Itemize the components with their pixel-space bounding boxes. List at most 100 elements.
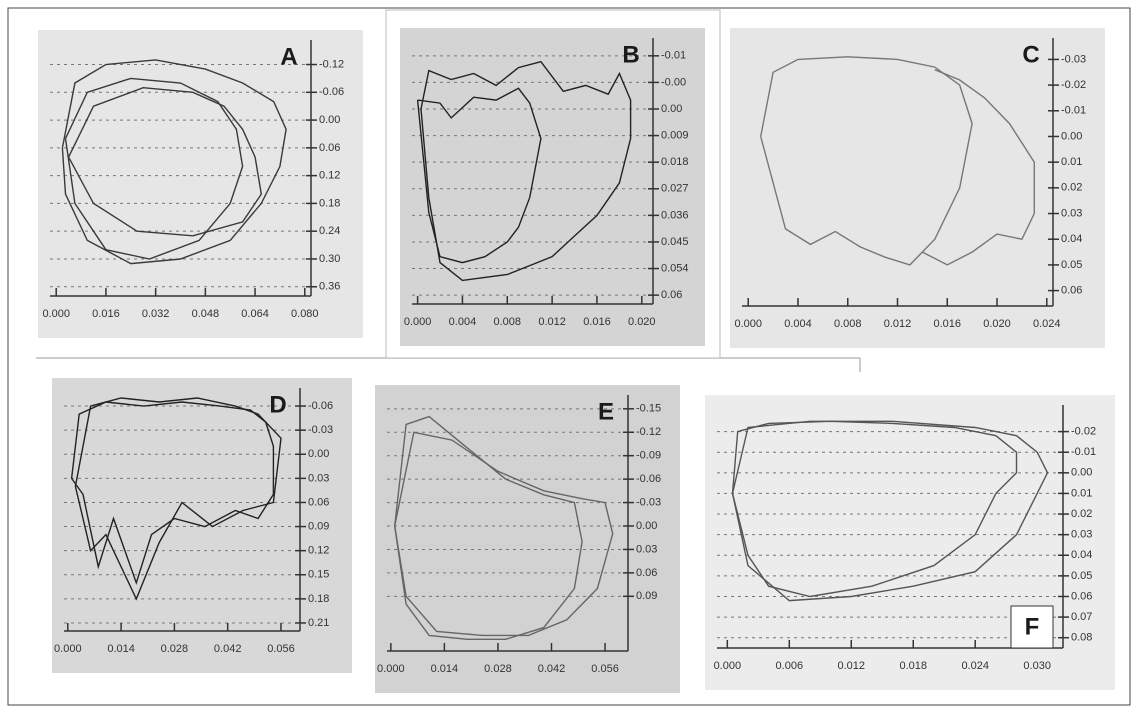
y-tick-label: 0.01 bbox=[1061, 156, 1082, 168]
series-line bbox=[922, 69, 1035, 266]
y-tick-label: -0.02 bbox=[1071, 426, 1096, 438]
series-line bbox=[61, 59, 287, 265]
y-tick-label: 0.01 bbox=[1071, 487, 1092, 499]
x-tick-label: 0.042 bbox=[214, 643, 242, 655]
series-line bbox=[64, 77, 244, 260]
y-tick-label: 0.02 bbox=[1071, 508, 1092, 520]
y-tick-label: 0.09 bbox=[308, 520, 329, 532]
label-box bbox=[1010, 605, 1054, 649]
y-tick-label: 0.00 bbox=[661, 103, 682, 115]
panel-label: E bbox=[598, 398, 614, 425]
x-tick-label: 0.042 bbox=[538, 663, 566, 675]
y-tick-label: 0.12 bbox=[319, 170, 340, 182]
y-tick-label: 0.12 bbox=[308, 545, 329, 557]
x-tick-label: 0.024 bbox=[1033, 318, 1061, 330]
series-line bbox=[731, 420, 1049, 602]
y-tick-label: 0.045 bbox=[661, 236, 689, 248]
y-tick-label: -0.12 bbox=[636, 426, 661, 438]
y-tick-label: 0.03 bbox=[308, 472, 329, 484]
x-tick-label: 0.000 bbox=[734, 318, 762, 330]
y-tick-label: -0.06 bbox=[636, 473, 661, 485]
y-tick-label: -0.15 bbox=[636, 403, 661, 415]
y-tick-label: 0.04 bbox=[1071, 549, 1092, 561]
y-tick-label: 0.04 bbox=[1061, 233, 1082, 245]
y-tick-label: 0.21 bbox=[308, 617, 329, 629]
panel-label: A bbox=[280, 43, 297, 70]
x-tick-label: 0.020 bbox=[983, 318, 1011, 330]
y-tick-label: 0.15 bbox=[308, 569, 329, 581]
y-tick-label: -0.06 bbox=[308, 400, 333, 412]
y-tick-label: 0.00 bbox=[308, 448, 329, 460]
y-tick-label: -0.03 bbox=[308, 424, 333, 436]
panel-label: C bbox=[1022, 41, 1039, 68]
y-tick-label: 0.06 bbox=[319, 142, 340, 154]
x-tick-label: 0.014 bbox=[431, 663, 459, 675]
series-line bbox=[70, 401, 275, 586]
x-tick-label: 0.008 bbox=[834, 318, 862, 330]
x-tick-label: 0.024 bbox=[961, 660, 989, 672]
y-tick-label: 0.06 bbox=[636, 567, 657, 579]
y-tick-label: 0.08 bbox=[1071, 632, 1092, 644]
series-line bbox=[394, 431, 614, 637]
y-tick-label: -0.09 bbox=[636, 450, 661, 462]
y-tick-label: 0.18 bbox=[308, 593, 329, 605]
y-tick-label: 0.054 bbox=[661, 262, 689, 274]
x-tick-label: 0.064 bbox=[241, 308, 269, 320]
x-tick-label: 0.080 bbox=[291, 308, 319, 320]
series-line bbox=[416, 87, 542, 264]
y-tick-label: 0.036 bbox=[661, 209, 689, 221]
x-tick-label: 0.016 bbox=[92, 308, 120, 320]
series-line bbox=[74, 397, 282, 601]
y-tick-label: -0.00 bbox=[661, 76, 686, 88]
x-tick-label: 0.056 bbox=[591, 663, 619, 675]
x-tick-label: 0.048 bbox=[192, 308, 220, 320]
x-tick-label: 0.004 bbox=[449, 316, 477, 328]
y-tick-label: -0.03 bbox=[636, 496, 661, 508]
y-tick-label: 0.018 bbox=[661, 156, 689, 168]
y-tick-label: 0.027 bbox=[661, 183, 689, 195]
y-tick-label: 0.03 bbox=[1061, 207, 1082, 219]
y-tick-label: -0.06 bbox=[319, 86, 344, 98]
x-tick-label: 0.016 bbox=[933, 318, 961, 330]
figure-border bbox=[7, 7, 1131, 706]
x-tick-label: 0.008 bbox=[494, 316, 522, 328]
y-tick-label: -0.02 bbox=[1061, 79, 1086, 91]
x-tick-label: 0.004 bbox=[784, 318, 812, 330]
x-tick-label: 0.000 bbox=[714, 660, 742, 672]
series-line bbox=[67, 86, 263, 237]
x-tick-label: 0.018 bbox=[899, 660, 927, 672]
series-line bbox=[420, 60, 632, 282]
x-tick-label: 0.006 bbox=[776, 660, 804, 672]
x-tick-label: 0.000 bbox=[54, 643, 82, 655]
y-tick-label: -0.01 bbox=[661, 50, 686, 62]
y-tick-label: 0.00 bbox=[1061, 130, 1082, 142]
x-tick-label: 0.028 bbox=[161, 643, 189, 655]
y-tick-label: 0.05 bbox=[1061, 259, 1082, 271]
y-tick-label: 0.00 bbox=[636, 520, 657, 532]
x-tick-label: 0.028 bbox=[484, 663, 512, 675]
y-tick-label: 0.02 bbox=[1061, 182, 1082, 194]
series-line bbox=[760, 56, 973, 266]
panel-label: F bbox=[1025, 613, 1040, 640]
panel-background bbox=[400, 28, 705, 346]
x-tick-label: 0.000 bbox=[42, 308, 70, 320]
y-tick-label: 0.24 bbox=[319, 225, 340, 237]
x-tick-label: 0.056 bbox=[267, 643, 295, 655]
y-tick-label: 0.06 bbox=[661, 289, 682, 301]
y-tick-label: 0.00 bbox=[319, 114, 340, 126]
y-tick-label: 0.03 bbox=[1071, 529, 1092, 541]
y-tick-label: 0.09 bbox=[636, 590, 657, 602]
panel-background bbox=[375, 385, 680, 693]
y-tick-label: 0.03 bbox=[636, 543, 657, 555]
y-tick-label: 0.00 bbox=[1071, 467, 1092, 479]
y-tick-label: 0.06 bbox=[308, 496, 329, 508]
y-tick-label: 0.30 bbox=[319, 253, 340, 265]
x-tick-label: 0.012 bbox=[884, 318, 912, 330]
x-tick-label: 0.014 bbox=[107, 643, 135, 655]
x-tick-label: 0.016 bbox=[583, 316, 611, 328]
x-tick-label: 0.032 bbox=[142, 308, 170, 320]
y-tick-label: 0.06 bbox=[1061, 284, 1082, 296]
y-tick-label: 0.05 bbox=[1071, 570, 1092, 582]
y-tick-label: 0.18 bbox=[319, 197, 340, 209]
